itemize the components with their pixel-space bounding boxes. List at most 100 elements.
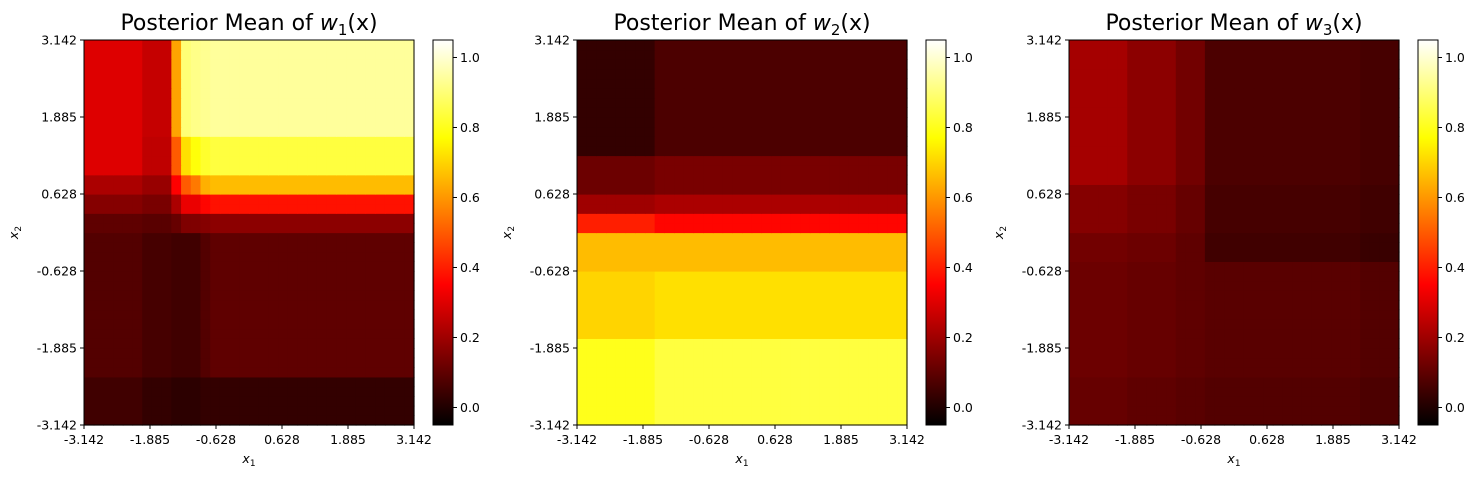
heatmap-cell (703, 348, 714, 359)
heatmap-cell (1272, 165, 1284, 176)
heatmap-cell (1069, 232, 1080, 243)
heatmap-cell (229, 386, 240, 397)
heatmap-cell (151, 396, 163, 407)
heatmap-cell (1331, 338, 1342, 349)
heatmap-cell (790, 396, 801, 407)
heatmap-cell (1360, 251, 1371, 262)
heatmap-cell (1195, 49, 1206, 60)
heatmap-cell (586, 222, 598, 234)
heatmap-cell (751, 213, 763, 224)
heatmap-cell (722, 357, 733, 368)
heatmap-cell (586, 213, 598, 224)
heatmap-cell (1282, 367, 1293, 378)
heatmap-cell (239, 165, 250, 176)
heatmap-cell (1301, 88, 1313, 99)
heatmap-cell (674, 49, 685, 60)
heatmap-cell (606, 232, 617, 243)
y-tick-label: 3.142 (534, 33, 570, 48)
heatmap-cell (848, 376, 860, 388)
heatmap-cell (877, 136, 889, 147)
heatmap-cell (219, 338, 231, 349)
heatmap-cell (1107, 251, 1119, 262)
heatmap-cell (84, 97, 95, 108)
heatmap-cell (384, 328, 396, 339)
heatmap-cell (355, 280, 367, 291)
y-tick-label: -1.885 (1022, 341, 1062, 356)
heatmap-cell (654, 376, 665, 388)
heatmap-cell (1204, 261, 1216, 272)
heatmap-cell (586, 261, 598, 272)
heatmap-cell (1146, 261, 1157, 272)
heatmap-cell (848, 145, 860, 157)
heatmap-cell (596, 261, 607, 272)
heatmap-cell (1311, 107, 1322, 118)
heatmap-cell (712, 290, 724, 301)
heatmap-cell (897, 88, 908, 99)
heatmap-cell (326, 145, 337, 157)
heatmap-cell (1117, 145, 1128, 157)
heatmap-cell (84, 261, 95, 272)
heatmap-cell (1272, 338, 1284, 349)
heatmap-cell (742, 213, 753, 224)
heatmap-cell (181, 145, 192, 157)
heatmap-cell (93, 97, 105, 108)
heatmap-cell (132, 136, 143, 147)
heatmap-cell (258, 328, 270, 339)
heatmap-cell (1340, 97, 1352, 108)
heatmap-cell (1234, 386, 1245, 397)
heatmap-cell (1224, 386, 1235, 397)
heatmap-cell (1214, 242, 1225, 253)
heatmap-cell (722, 97, 733, 108)
heatmap-cell (336, 271, 347, 282)
heatmap-cell (1204, 126, 1216, 137)
heatmap-cell (1107, 415, 1119, 426)
heatmap-cell (171, 309, 182, 320)
heatmap-cell (239, 97, 250, 108)
heatmap-cell (161, 405, 172, 416)
heatmap-cell (1379, 174, 1390, 185)
heatmap-cell (877, 107, 889, 118)
heatmap-cell (732, 338, 743, 349)
heatmap-cell (1234, 261, 1245, 272)
heatmap-cell (307, 290, 318, 301)
heatmap-cell (1292, 405, 1303, 416)
heatmap-cell (1311, 299, 1322, 311)
heatmap-cell (771, 328, 782, 339)
heatmap-cell (1243, 222, 1255, 234)
heatmap-cell (1136, 59, 1148, 70)
heatmap-cell (829, 165, 840, 176)
heatmap-cell (615, 213, 627, 224)
heatmap-cell (336, 222, 347, 234)
heatmap-cell (297, 319, 308, 330)
heatmap-cell (229, 136, 240, 147)
heatmap-cell (887, 40, 898, 51)
heatmap-cell (307, 136, 318, 147)
heatmap-cell (654, 117, 665, 128)
heatmap-cell (394, 222, 405, 234)
heatmap-cell (1389, 290, 1400, 301)
heatmap-cell (712, 396, 724, 407)
heatmap-cell (742, 367, 753, 378)
heatmap-cell (586, 145, 598, 157)
heatmap-cell (326, 271, 337, 282)
heatmap-cell (1146, 299, 1157, 311)
heatmap-cell (316, 165, 328, 176)
heatmap-cell (722, 194, 733, 205)
heatmap-cell (161, 78, 172, 89)
heatmap-cell (142, 338, 153, 349)
heatmap-cell (161, 97, 172, 108)
heatmap-cell (113, 174, 124, 185)
heatmap-cell (365, 174, 376, 185)
heatmap-cell (577, 280, 588, 291)
heatmap-cell (1136, 203, 1148, 214)
heatmap-cell (712, 126, 724, 137)
heatmap-cell (1117, 194, 1128, 205)
heatmap-cell (635, 271, 646, 282)
heatmap-cell (151, 88, 163, 99)
heatmap-cell (596, 78, 607, 89)
heatmap-cell (1253, 271, 1264, 282)
heatmap-cell (1282, 319, 1293, 330)
heatmap-cell (800, 357, 811, 368)
heatmap-cell (809, 184, 821, 195)
heatmap-cell (693, 222, 704, 234)
